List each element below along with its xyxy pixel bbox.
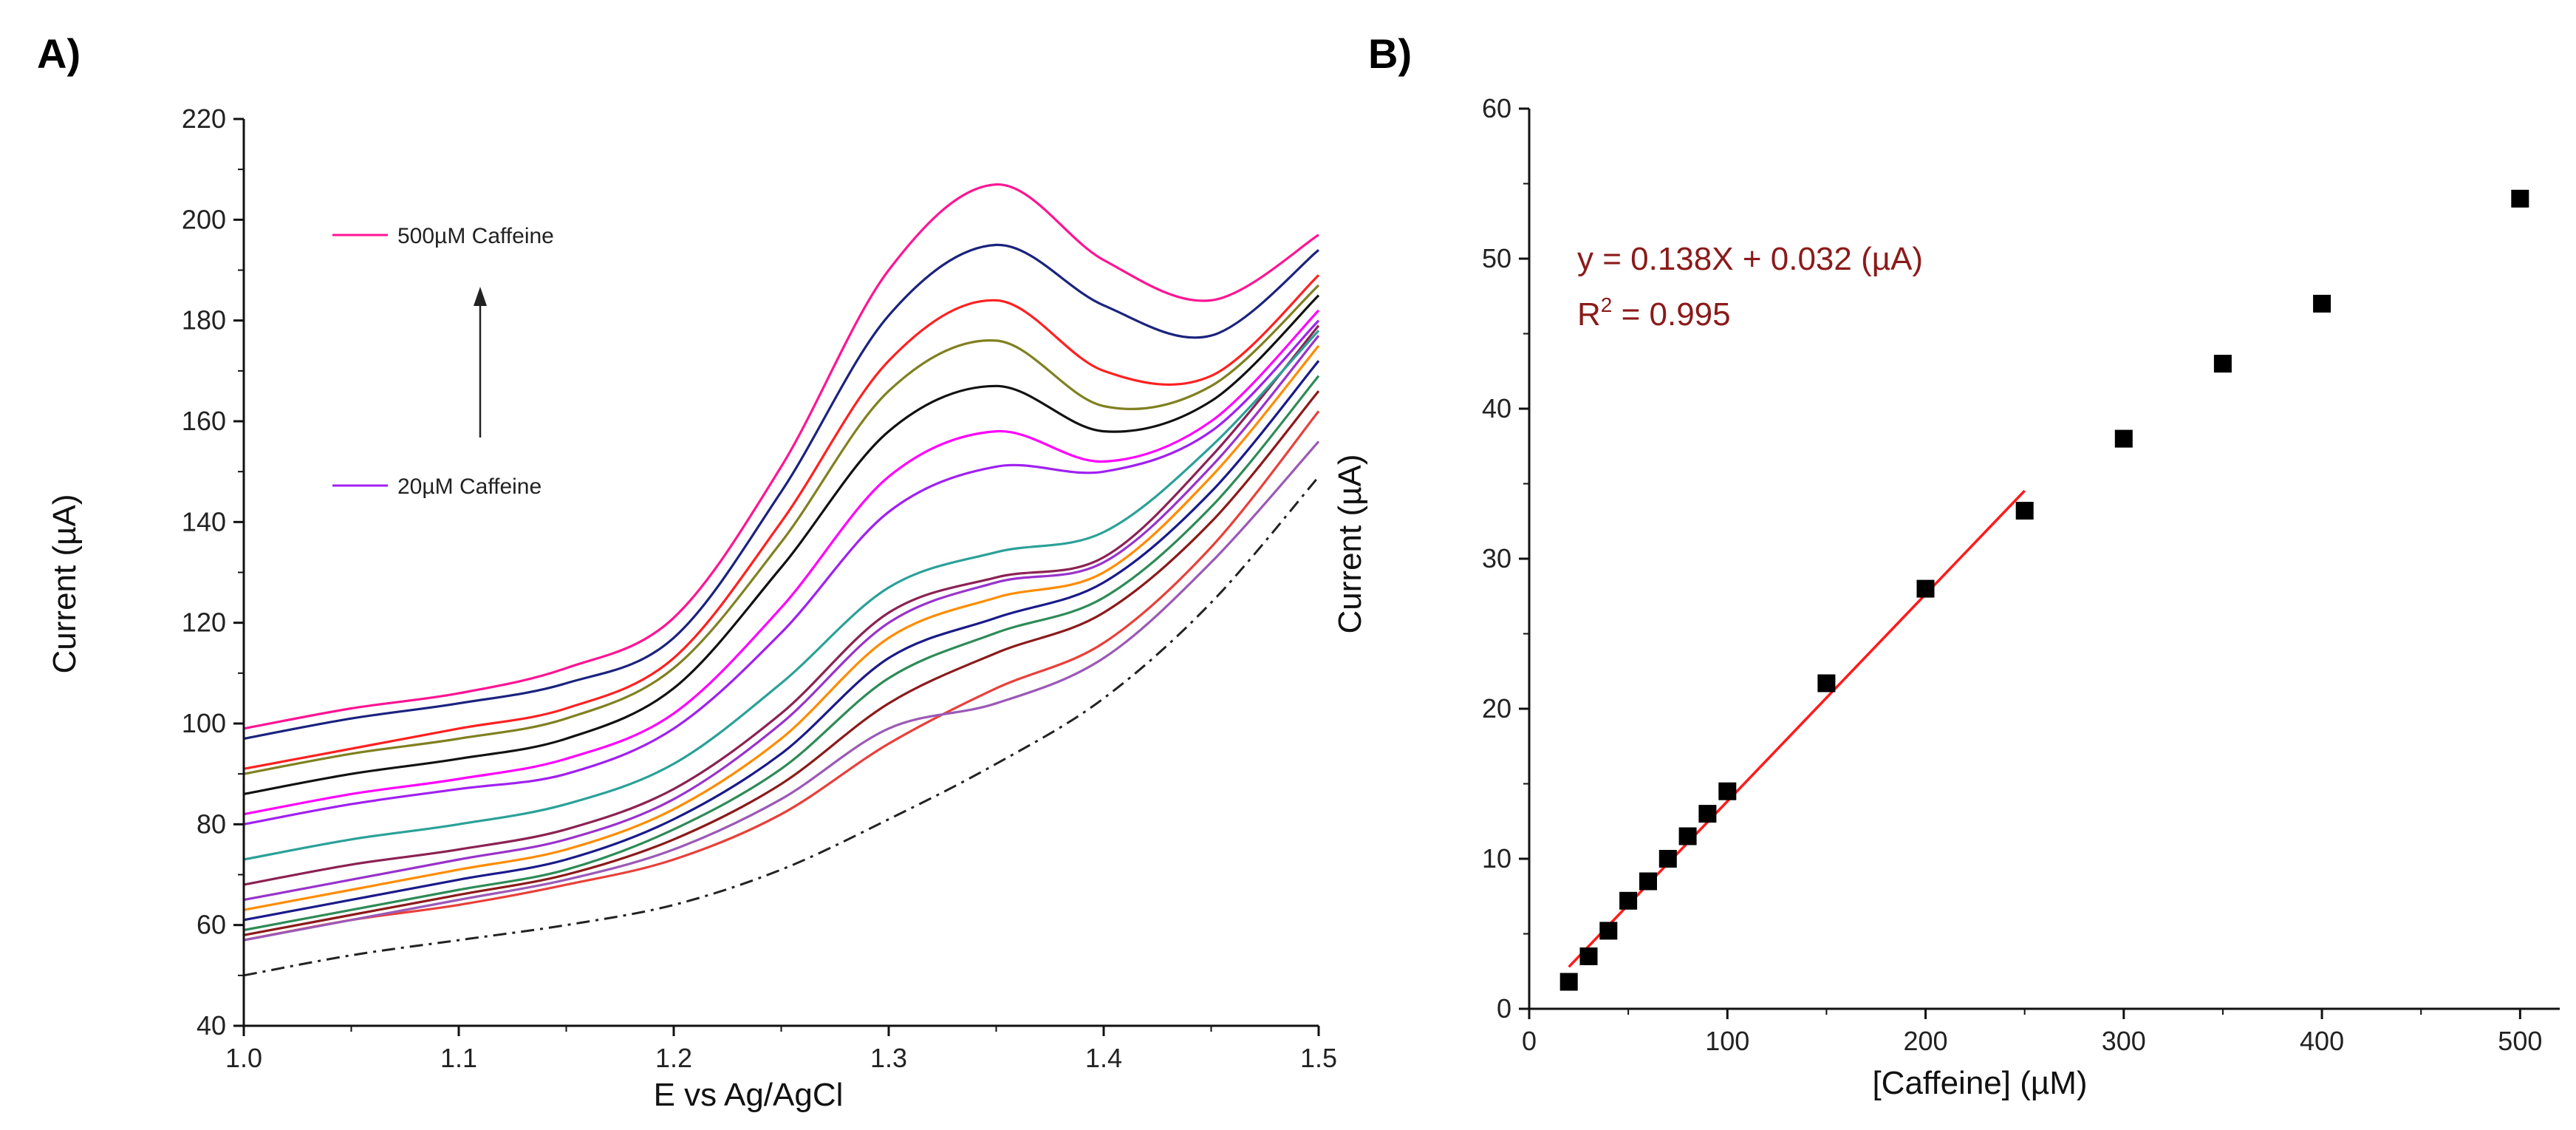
data-point	[2213, 355, 2232, 373]
panel-a-y-tick-label: 60	[197, 910, 226, 940]
data-point	[1579, 947, 1598, 965]
data-point	[1658, 850, 1677, 868]
panel-b-x-tick-label: 200	[1903, 1026, 1947, 1056]
panel-a-y-tick-label: 140	[182, 506, 226, 537]
series-line-10	[243, 319, 1320, 826]
fit-equation: y = 0.138X + 0.032 (µA)	[1577, 241, 1923, 277]
panel-b-x-tick-label: 500	[2498, 1026, 2542, 1056]
panel-b-x-tick-label: 100	[1705, 1026, 1749, 1056]
panel-a-y-tick-label: 80	[197, 809, 226, 839]
series-line-12	[243, 294, 1320, 795]
panel-a-x-tick-label: 1.4	[1085, 1043, 1122, 1073]
panel-a-annotation: 500µM Caffeine 20µM Caffeine	[332, 224, 554, 499]
panel-b-y-tick-label: 10	[1482, 843, 1511, 874]
series-line-6	[243, 344, 1320, 911]
series-line-baseline	[243, 476, 1320, 977]
series-line-1	[243, 410, 1320, 942]
panel-a-x-tick-label: 1.0	[225, 1043, 262, 1073]
panel-b-y-tick-label: 0	[1497, 993, 1511, 1024]
series-line-2	[243, 440, 1320, 942]
r2-prefix: R	[1577, 296, 1601, 333]
legend-label-500uM: 500µM Caffeine	[397, 224, 554, 248]
data-point	[2015, 502, 2034, 520]
data-point	[1698, 805, 1717, 823]
data-point	[1817, 674, 1836, 692]
fit-r-squared: R2 = 0.995	[1577, 293, 1731, 333]
series-line-9	[243, 330, 1320, 861]
series-line-15	[243, 243, 1319, 741]
series-line-14	[243, 274, 1320, 770]
r2-value: = 0.995	[1612, 296, 1730, 333]
series-line-3	[243, 390, 1320, 936]
panel-b-y-tick-label: 20	[1482, 693, 1511, 724]
panel-a-x-tick-label: 1.1	[440, 1043, 477, 1073]
panel-b-xlabel: [Caffeine] (µM)	[1872, 1065, 2087, 1101]
data-point	[1916, 579, 1935, 598]
legend-label-20uM: 20µM Caffeine	[397, 474, 541, 499]
data-point	[2313, 294, 2331, 313]
series-line-11	[243, 309, 1320, 816]
series-line-4	[243, 375, 1320, 932]
panel-a-ylabel: Current (µA)	[47, 494, 83, 674]
panel-b-x-tick-label: 0	[1522, 1026, 1537, 1056]
panel-b-y-tick-label: 30	[1482, 543, 1511, 573]
data-point	[1559, 973, 1578, 991]
panel-b: B) 0 100 200 300 400 500 0 10 20 30 40 50 60 y = 0.1…	[1332, 30, 2560, 1101]
panel-a-y-tick-label: 160	[182, 406, 226, 436]
panel-a-x-tick-label: 1.2	[655, 1043, 692, 1073]
panel-a-y-tick-label: 120	[182, 607, 226, 638]
data-point	[2114, 429, 2133, 448]
series-line-13	[243, 284, 1320, 775]
panel-b-axes: 0 100 200 300 400 500 0 10 20 30 40 50 60	[1482, 93, 2560, 1056]
r2-superscript: 2	[1601, 293, 1613, 316]
data-point	[1678, 827, 1697, 845]
data-point	[2511, 189, 2529, 208]
panel-a-y-tick-label: 40	[197, 1010, 226, 1041]
panel-a-y-tick-label: 100	[182, 708, 226, 738]
linear-fit-line	[1568, 489, 2026, 968]
panel-a-y-tick-label: 180	[182, 305, 226, 336]
series-line-8	[243, 324, 1320, 886]
panel-a-xlabel: E vs Ag/AgCl	[654, 1077, 844, 1113]
data-point	[1619, 891, 1638, 910]
data-point	[1599, 922, 1618, 940]
panel-b-y-tick-label: 50	[1482, 243, 1511, 273]
series-line-5	[243, 360, 1320, 922]
increase-arrow-head-icon	[474, 287, 487, 306]
panel-b-y-tick-label: 60	[1482, 93, 1511, 123]
panel-b-points-group	[1559, 189, 2529, 991]
panel-a-x-tick-label: 1.5	[1300, 1043, 1337, 1073]
panel-a-x-tick-label: 1.3	[870, 1043, 907, 1073]
data-point	[1639, 872, 1657, 891]
panel-b-y-tick-label: 40	[1482, 393, 1511, 423]
series-line-7	[243, 335, 1320, 902]
panel-a-y-tick-label: 220	[182, 103, 226, 134]
panel-a-axes: 1.0 1.1 1.2 1.3 1.4 1.5 40 60 80 100 120 140 160 180 2…	[182, 103, 1337, 1073]
panel-a-y-tick-label: 200	[182, 204, 226, 234]
panel-a-label: A)	[37, 30, 81, 77]
panel-a: A) 500µM Caffeine 20µM Caffeine 1.0 1.1 1.…	[37, 30, 1337, 1113]
panel-b-fit-line-group	[1568, 489, 2026, 968]
panel-a-series-group	[243, 183, 1320, 977]
series-line-16	[243, 183, 1319, 730]
panel-b-label: B)	[1368, 30, 1412, 77]
data-point	[1718, 782, 1737, 800]
panel-b-x-tick-label: 400	[2300, 1026, 2344, 1056]
panel-b-x-tick-label: 300	[2102, 1026, 2146, 1056]
panel-b-ylabel: Current (µA)	[1332, 455, 1368, 634]
